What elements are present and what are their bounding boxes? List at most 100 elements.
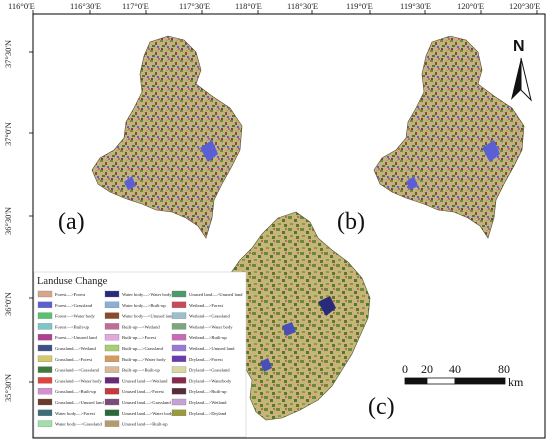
legend-swatch	[171, 323, 187, 330]
water-patch-a	[200, 140, 218, 162]
top-tick-label: 118°0'E	[235, 1, 262, 11]
legend-swatch	[104, 409, 120, 416]
panel-label-b: (b)	[337, 209, 365, 235]
panel-label-a: (a)	[58, 209, 85, 235]
top-tick-label: 117°30'E	[179, 1, 210, 11]
legend-swatch	[104, 344, 120, 352]
legend-item-label: Grassland—>Built-up	[55, 389, 97, 394]
left-axis: 37°30'N 37°0'N 36°30'N 36°0'N 35°30'N	[3, 40, 33, 402]
legend-item-label: Unused land—>Built-up	[122, 422, 168, 427]
water-patch-c	[318, 296, 336, 316]
legend-swatch	[37, 398, 53, 406]
legend-swatch	[171, 334, 187, 341]
legend-swatch	[171, 312, 187, 319]
top-tick-label: 118°30'E	[287, 1, 318, 11]
legend-swatch	[104, 301, 120, 308]
legend-swatch	[104, 334, 120, 341]
north-arrow-icon	[511, 58, 521, 100]
legend-item-label: Water body—>Grassland	[55, 422, 102, 427]
panel-label-c: (c)	[368, 394, 395, 420]
legend-swatch	[171, 388, 187, 395]
legend-swatch	[37, 290, 53, 298]
legend-swatch	[37, 334, 53, 341]
legend-item-label: Built-up—>Built-up	[122, 368, 161, 373]
map-frame	[32, 13, 546, 439]
legend-item-label: Unused land—>Grassland	[122, 400, 171, 405]
legend-swatch	[37, 388, 53, 395]
scale-unit: km	[508, 375, 524, 389]
water-patch-c	[260, 358, 272, 372]
legend-item-label: Water body—>Water body	[122, 292, 172, 297]
legend-item-label: Forest—>Water body	[55, 314, 96, 319]
legend-item-label: Grassland—>Unused land	[55, 400, 104, 405]
legend-item-label: Dryland—>Wetland	[189, 400, 227, 405]
region-shape-a	[91, 35, 243, 239]
map-panel-a: (a)	[58, 35, 243, 239]
legend-item-label: Grassland—>Water body	[55, 378, 102, 383]
legend-item-label: Built-up—>Grassland	[122, 346, 164, 351]
legend-item-label: Unused land—>Water body	[122, 411, 174, 416]
legend-swatch	[37, 377, 53, 384]
legend-swatch	[104, 377, 120, 384]
water-patch-b	[406, 176, 418, 190]
legend-swatch	[104, 323, 120, 330]
legend-swatch	[37, 420, 53, 427]
legend: Landuse Change Forest—>Forest Forest—>Gra…	[33, 271, 247, 438]
legend-item-label: Water body—>Built-up	[122, 303, 166, 308]
legend-swatch	[37, 312, 53, 319]
north-arrow: N	[511, 38, 532, 102]
legend-item-label: Forest—>Grassland	[55, 303, 93, 308]
scale-label: 80	[498, 362, 510, 376]
top-axis: 116°0'E 116°30'E 117°0'E 117°30'E 118°0'…	[8, 1, 540, 14]
legend-swatch	[171, 409, 187, 416]
legend-box	[33, 271, 247, 438]
left-tick-label: 35°30'N	[3, 374, 13, 402]
legend-swatch	[37, 355, 53, 362]
left-tick-label: 37°30'N	[3, 40, 13, 68]
top-tick-label: 117°0'E	[122, 1, 149, 11]
legend-item-label: Dryland—>Waterbody	[189, 378, 232, 383]
map-panel-b: (b)	[337, 35, 525, 239]
top-tick-label: 119°0'E	[346, 1, 373, 11]
top-tick-label: 119°30'E	[400, 1, 431, 11]
legend-item-label: Built-up—>Water body	[122, 357, 166, 362]
water-patch-c	[282, 322, 296, 336]
legend-swatch	[37, 409, 53, 416]
legend-item-label: Wetland—>Grassland	[189, 314, 230, 319]
legend-item-label: Dryland—>Forest	[189, 357, 223, 362]
left-tick-label: 36°0'N	[3, 292, 13, 316]
scale-label: 0	[402, 362, 408, 376]
legend-swatch	[37, 366, 53, 373]
legend-item-label: Forest—>Forest	[55, 292, 86, 297]
legend-title: Landuse Change	[37, 276, 108, 287]
north-label: N	[513, 38, 525, 55]
legend-item-label: Wetland—>Unused land	[189, 346, 235, 351]
top-tick-label: 120°30'E	[509, 1, 540, 11]
legend-swatch	[104, 290, 120, 298]
legend-swatch	[37, 323, 53, 330]
legend-swatch	[104, 420, 120, 427]
legend-item-label: Unused land—>Unused land	[189, 292, 243, 297]
legend-item-label: Dryland—>Built-up	[189, 389, 227, 394]
legend-item-label: Grassland—>Forest	[55, 357, 93, 362]
scale-label: 20	[421, 362, 433, 376]
top-tick-label: 120°0'E	[457, 1, 484, 11]
legend-item-label: Dryland—>Grassland	[189, 368, 230, 373]
legend-item-label: Grassland—>Wetland	[55, 346, 96, 351]
legend-swatch	[104, 366, 120, 373]
legend-item-label: Wetland—>Forest	[189, 303, 224, 308]
legend-item-label: Unused land—>Wetland	[122, 378, 168, 383]
legend-swatch	[171, 290, 187, 298]
scale-label: 40	[449, 362, 461, 376]
legend-item-label: Grassland—>Grassland	[55, 368, 100, 373]
legend-swatch	[171, 301, 187, 308]
legend-swatch	[37, 301, 53, 308]
legend-swatch	[37, 344, 53, 352]
legend-item-label: Forest—>Built-up	[55, 324, 90, 329]
water-patch-a	[124, 176, 136, 190]
legend-item-label: Unused land—>Forest	[122, 389, 164, 394]
legend-item-label: Dryland—>Dryland	[189, 411, 227, 416]
legend-swatch	[104, 312, 120, 319]
top-tick-label: 116°30'E	[70, 1, 101, 11]
